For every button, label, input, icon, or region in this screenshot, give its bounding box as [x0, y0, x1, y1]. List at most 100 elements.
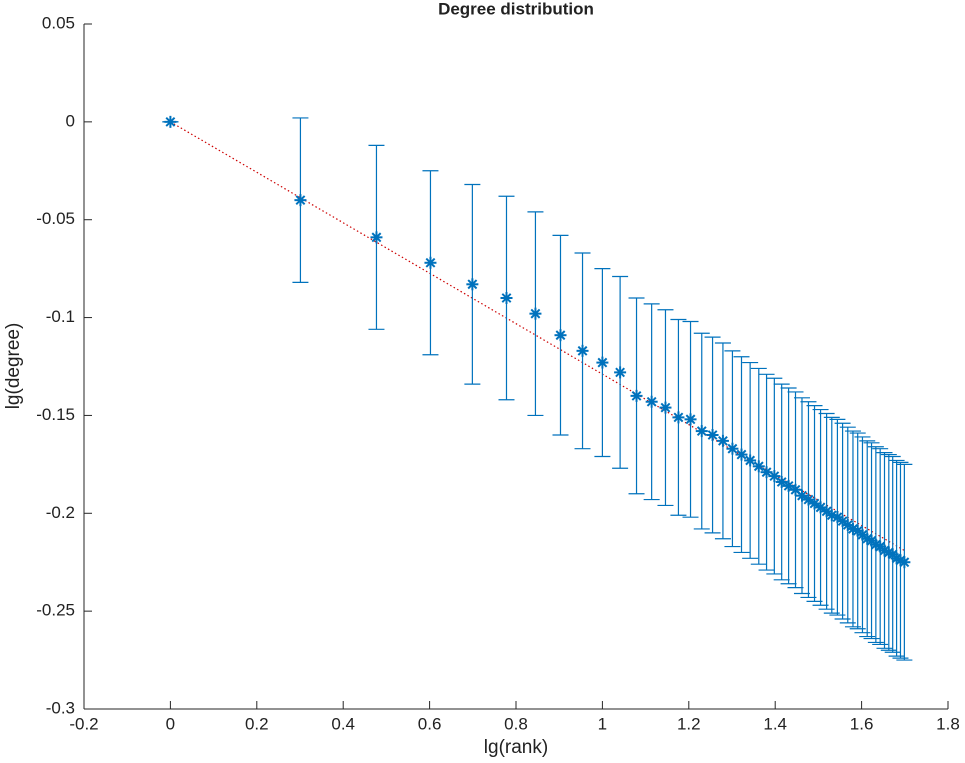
marker	[684, 413, 697, 426]
marker-stroke	[631, 390, 642, 401]
x-tick-label: 0.2	[245, 714, 269, 733]
marker	[164, 115, 177, 128]
marker	[802, 493, 815, 506]
marker-stroke	[371, 232, 382, 243]
marker	[370, 231, 383, 244]
marker-stroke	[660, 402, 671, 413]
marker-stroke	[837, 516, 848, 527]
y-tick-label: -0.3	[46, 698, 75, 717]
marker-stroke	[736, 449, 747, 460]
marker	[795, 489, 808, 502]
marker-stroke	[696, 426, 707, 436]
marker-stroke	[797, 490, 807, 501]
marker-stroke	[852, 525, 863, 536]
marker-stroke	[783, 480, 794, 491]
marker	[808, 497, 821, 510]
marker	[898, 556, 911, 569]
marker-stroke	[673, 412, 684, 423]
marker	[659, 401, 672, 414]
marker-stroke	[646, 396, 657, 407]
y-tick-label: -0.2	[46, 503, 75, 522]
marker	[645, 395, 658, 408]
marker	[294, 194, 307, 207]
marker-stroke	[530, 308, 541, 319]
x-tick-label: 1.8	[936, 714, 960, 733]
marker-stroke	[848, 524, 858, 534]
x-axis-label: lg(rank)	[484, 737, 548, 758]
marker-stroke	[501, 293, 512, 303]
marker	[706, 429, 719, 441]
marker-stroke	[165, 116, 176, 127]
marker-stroke	[753, 461, 764, 472]
marker-stroke	[826, 510, 837, 521]
marker-stroke	[815, 502, 826, 513]
marker	[596, 356, 609, 369]
marker	[831, 511, 844, 524]
marker	[716, 434, 729, 447]
marker-stroke	[761, 467, 772, 478]
marker	[614, 366, 627, 379]
marker-stroke	[790, 484, 801, 495]
marker	[630, 389, 643, 402]
marker-stroke	[832, 512, 843, 523]
marker-stroke	[555, 330, 566, 341]
marker-stroke	[803, 494, 814, 505]
marker-stroke	[899, 557, 910, 568]
marker-stroke	[577, 345, 588, 356]
marker-stroke	[745, 455, 756, 466]
marker	[735, 448, 748, 461]
chart-title: Degree distribution	[438, 0, 594, 18]
marker-stroke	[870, 539, 881, 550]
marker-stroke	[821, 506, 832, 517]
marker	[752, 460, 765, 473]
marker	[500, 292, 513, 304]
marker-stroke	[862, 533, 873, 544]
marker-stroke	[809, 498, 820, 509]
marker	[554, 329, 567, 342]
marker-stroke	[776, 477, 787, 487]
x-tick-label: 0.4	[331, 714, 355, 733]
y-axis-label: lg(degree)	[3, 323, 24, 410]
marker-stroke	[685, 414, 696, 425]
marker	[424, 256, 437, 269]
marker	[576, 344, 589, 357]
y-tick-label: -0.05	[36, 209, 75, 228]
marker-stroke	[467, 279, 478, 290]
x-tick-label: 1.4	[763, 714, 787, 733]
x-tick-label: 0.8	[504, 714, 528, 733]
marker	[695, 425, 708, 438]
marker-stroke	[597, 357, 608, 368]
marker-stroke	[891, 553, 902, 564]
marker	[744, 454, 757, 467]
marker	[529, 307, 542, 320]
y-tick-label: -0.15	[36, 405, 75, 424]
marker-stroke	[883, 547, 894, 558]
marker-stroke	[895, 555, 906, 566]
marker-stroke	[857, 529, 868, 540]
y-tick-label: 0.05	[42, 13, 75, 32]
marker-stroke	[879, 545, 890, 556]
marker	[466, 278, 479, 291]
marker-stroke	[718, 435, 728, 446]
x-tick-label: 0.6	[418, 714, 442, 733]
y-tick-label: 0	[66, 111, 75, 130]
marker	[814, 501, 827, 514]
marker-stroke	[615, 367, 626, 378]
marker-stroke	[707, 430, 718, 440]
marker	[726, 442, 739, 455]
marker-stroke	[727, 443, 738, 454]
marker-stroke	[295, 195, 306, 206]
marker-stroke	[769, 471, 780, 482]
x-tick-label: 0	[166, 714, 175, 733]
y-tick-label: -0.1	[46, 307, 75, 326]
x-tick-label: 1.6	[850, 714, 874, 733]
marker-stroke	[425, 257, 436, 268]
x-tick-label: -0.2	[69, 714, 98, 733]
x-tick-label: 1	[598, 714, 607, 733]
x-tick-label: 1.2	[677, 714, 701, 733]
marker-stroke	[842, 520, 853, 530]
marker	[672, 411, 685, 424]
marker	[768, 470, 781, 483]
y-tick-label: -0.25	[36, 601, 75, 620]
